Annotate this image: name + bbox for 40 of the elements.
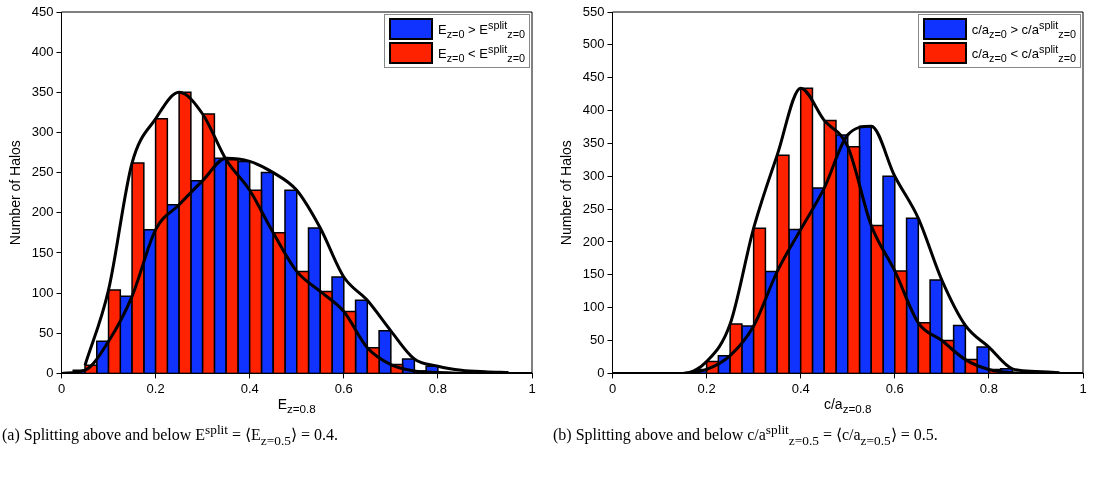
x-axis-title: c/a$_{z=0.8}$ bbox=[822, 396, 873, 415]
y-axis-title: Number of Halos bbox=[7, 140, 24, 246]
y-tick-label: 150 bbox=[582, 266, 605, 282]
x-axis-title: E$_{z=0.8}$ bbox=[276, 396, 317, 415]
x-tick-label: 1 bbox=[528, 380, 536, 396]
y-tick-label: 350 bbox=[31, 83, 54, 99]
x-tick-label: 0 bbox=[608, 380, 617, 396]
text: (b) Splitting above and below c/a$^{split}$$_{z=0.5}$ = ⟨c/a$_{z=0.5}$⟩ = 0.5. bbox=[553, 421, 939, 450]
x-tick-label: 0.4 bbox=[791, 380, 810, 396]
x-tick-label: 1 bbox=[1079, 380, 1087, 396]
y-tick-label: 400 bbox=[31, 43, 54, 59]
y-tick-label: 0 bbox=[46, 364, 54, 380]
x-tick-label: 0.8 bbox=[428, 380, 447, 396]
x-tick-label: 0.8 bbox=[979, 380, 998, 396]
y-tick-label: 100 bbox=[582, 299, 605, 315]
y-tick-label: 550 bbox=[582, 3, 605, 19]
y-axis-title: Number of Halos bbox=[558, 140, 575, 246]
y-tick-label: 0 bbox=[597, 364, 605, 380]
x-tick-label: 0.2 bbox=[146, 380, 165, 396]
y-tick-label: 500 bbox=[582, 36, 605, 52]
y-tick-label: 400 bbox=[582, 102, 605, 118]
y-tick-label: 50 bbox=[39, 324, 54, 340]
y-tick-label: 300 bbox=[31, 124, 54, 140]
x-tick-label: 0.6 bbox=[334, 380, 353, 396]
x-tick-label: 0.2 bbox=[697, 380, 716, 396]
y-tick-label: 250 bbox=[31, 164, 54, 180]
y-tick-label: 150 bbox=[31, 244, 54, 260]
y-tick-label: 200 bbox=[31, 204, 54, 220]
y-tick-label: 100 bbox=[31, 284, 54, 300]
y-tick-label: 350 bbox=[582, 135, 605, 150]
y-tick-label: 450 bbox=[31, 3, 54, 19]
y-tick-label: 450 bbox=[582, 69, 605, 85]
x-tick-label: 0.6 bbox=[885, 380, 904, 396]
y-tick-label: 50 bbox=[590, 332, 605, 348]
text: (a) Splitting above and below E$^{split}$ = ⟨E$_{z=0.5}$⟩ = 0.4. bbox=[2, 421, 339, 450]
y-tick-label: 300 bbox=[582, 167, 605, 183]
y-tick-label: 200 bbox=[582, 233, 605, 249]
x-tick-label: 0 bbox=[57, 380, 66, 396]
y-tick-label: 250 bbox=[582, 200, 605, 216]
x-tick-label: 0.4 bbox=[240, 380, 259, 396]
